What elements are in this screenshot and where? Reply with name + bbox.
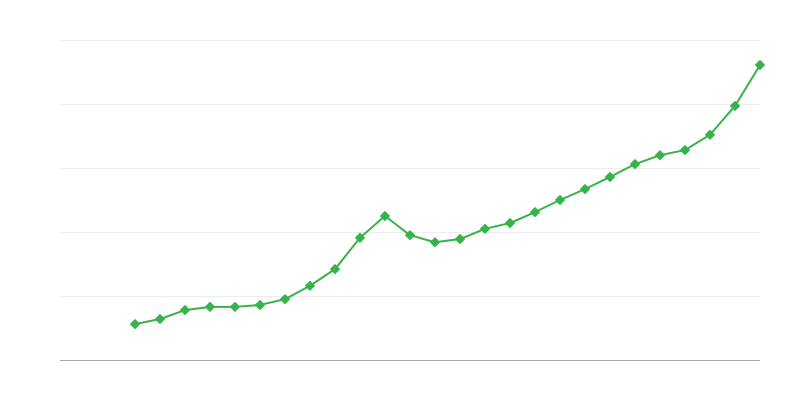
data-point [355, 232, 365, 243]
data-point [605, 172, 615, 182]
gridlines [60, 40, 760, 297]
series-line-group [130, 60, 765, 330]
data-point [655, 150, 665, 161]
series-line [134, 64, 761, 326]
data-point [180, 305, 190, 316]
data-point [305, 280, 315, 291]
data-point [680, 145, 690, 156]
data-point [130, 319, 140, 330]
data-point [280, 294, 290, 305]
data-point [755, 60, 765, 70]
data-point [530, 207, 540, 218]
data-point [480, 223, 490, 234]
data-point [255, 300, 265, 310]
data-point [580, 184, 590, 195]
data-point [455, 234, 465, 244]
data-point [330, 264, 340, 275]
data-point [380, 211, 390, 221]
data-point [155, 314, 165, 324]
data-point [730, 100, 740, 111]
data-point [630, 159, 640, 170]
data-point [555, 195, 565, 205]
data-point [205, 301, 215, 312]
data-point [430, 237, 440, 248]
data-point [230, 301, 240, 312]
data-point [405, 230, 415, 241]
data-point [505, 218, 515, 228]
data-point [705, 129, 715, 140]
